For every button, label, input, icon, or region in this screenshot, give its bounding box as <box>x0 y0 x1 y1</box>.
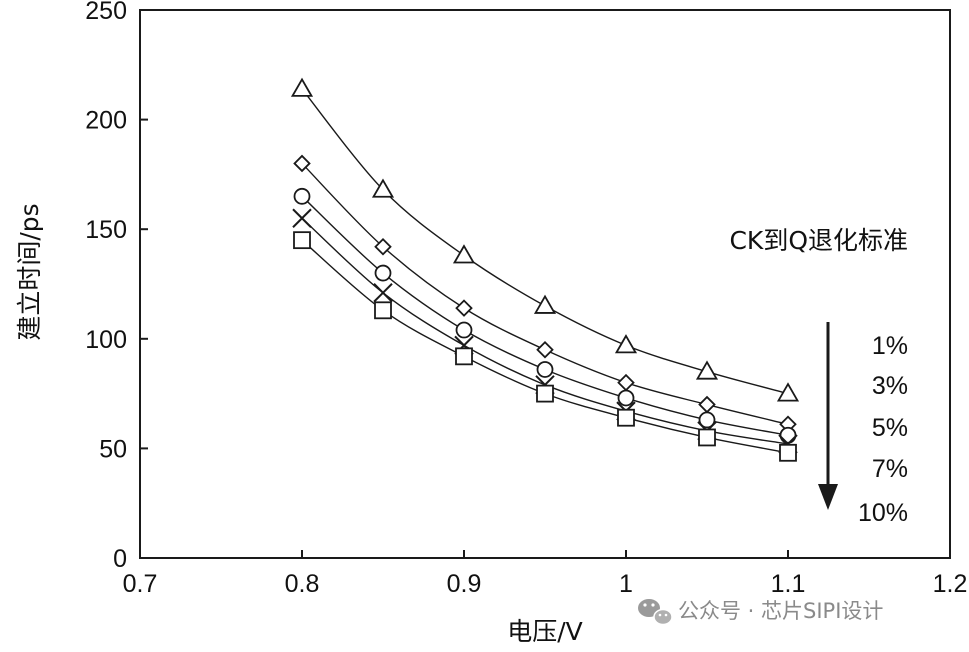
legend-label-7%: 7% <box>872 455 908 483</box>
point-3%-3 <box>536 340 554 359</box>
point-10%-6 <box>779 443 797 462</box>
point-3%-2 <box>455 299 473 317</box>
y-tick-label-4: 200 <box>85 107 127 135</box>
point-10%-4 <box>617 408 635 427</box>
point-5%-1 <box>374 264 392 282</box>
point-3%-1 <box>374 237 392 256</box>
x-tick-label-3: 1 <box>619 570 633 598</box>
legend: 1% 3% 5% 7% 10% <box>858 332 908 527</box>
watermark-text: 公众号 · 芯片SIPI设计 <box>678 599 883 623</box>
point-1%-0 <box>290 77 314 97</box>
point-1%-3 <box>533 294 557 314</box>
point-1%-6 <box>776 382 800 402</box>
point-7%-0 <box>292 208 312 228</box>
series-line-7% <box>301 217 789 445</box>
x-axis: 0.7 0.8 0.9 1 1.1 1.2 <box>123 550 968 598</box>
legend-label-10%: 10% <box>858 499 908 527</box>
wechat-icon <box>638 599 673 626</box>
point-1%-1 <box>371 178 395 198</box>
x-axis-title: 电压/V <box>507 617 583 646</box>
legend-label-3%: 3% <box>872 372 908 400</box>
y-axis: 0 50 100 150 200 250 <box>85 0 148 573</box>
trend-arrow-head <box>818 484 838 510</box>
degradation-criterion-label: CK到Q退化标准 <box>729 226 908 255</box>
x-tick-label-0: 0.7 <box>123 570 158 598</box>
x-tick-label-1: 0.8 <box>285 570 320 598</box>
series-markers <box>290 77 800 462</box>
point-1%-5 <box>695 360 719 380</box>
point-10%-3 <box>536 384 554 403</box>
y-tick-label-0: 0 <box>113 545 127 573</box>
y-tick-label-1: 50 <box>99 435 127 463</box>
point-10%-0 <box>293 231 311 250</box>
point-1%-2 <box>452 244 476 264</box>
point-5%-2 <box>455 321 473 339</box>
plot-area <box>139 9 951 559</box>
legend-label-5%: 5% <box>872 414 908 442</box>
point-3%-4 <box>617 373 635 392</box>
x-tick-label-5: 1.2 <box>933 570 968 598</box>
point-5%-6 <box>779 426 797 444</box>
point-10%-5 <box>698 428 716 447</box>
point-5%-0 <box>293 187 311 205</box>
point-3%-5 <box>698 395 716 414</box>
point-3%-0 <box>293 154 311 173</box>
point-5%-3 <box>536 361 554 378</box>
y-tick-label-2: 100 <box>85 326 127 354</box>
point-10%-1 <box>374 301 392 320</box>
y-tick-label-5: 250 <box>85 0 127 25</box>
x-tick-label-2: 0.9 <box>447 570 482 598</box>
point-1%-4 <box>614 334 638 354</box>
trend-arrow <box>818 322 838 510</box>
legend-label-1%: 1% <box>872 332 908 360</box>
x-tick-label-4: 1.1 <box>771 570 806 598</box>
y-tick-label-3: 150 <box>85 216 127 244</box>
watermark: 公众号 · 芯片SIPI设计 <box>638 599 883 626</box>
point-5%-4 <box>617 389 635 407</box>
point-7%-1 <box>373 283 393 303</box>
plot-frame <box>139 9 951 559</box>
point-5%-5 <box>698 411 716 429</box>
point-10%-2 <box>455 347 473 366</box>
y-axis-title: 建立时间/ps <box>15 203 44 340</box>
